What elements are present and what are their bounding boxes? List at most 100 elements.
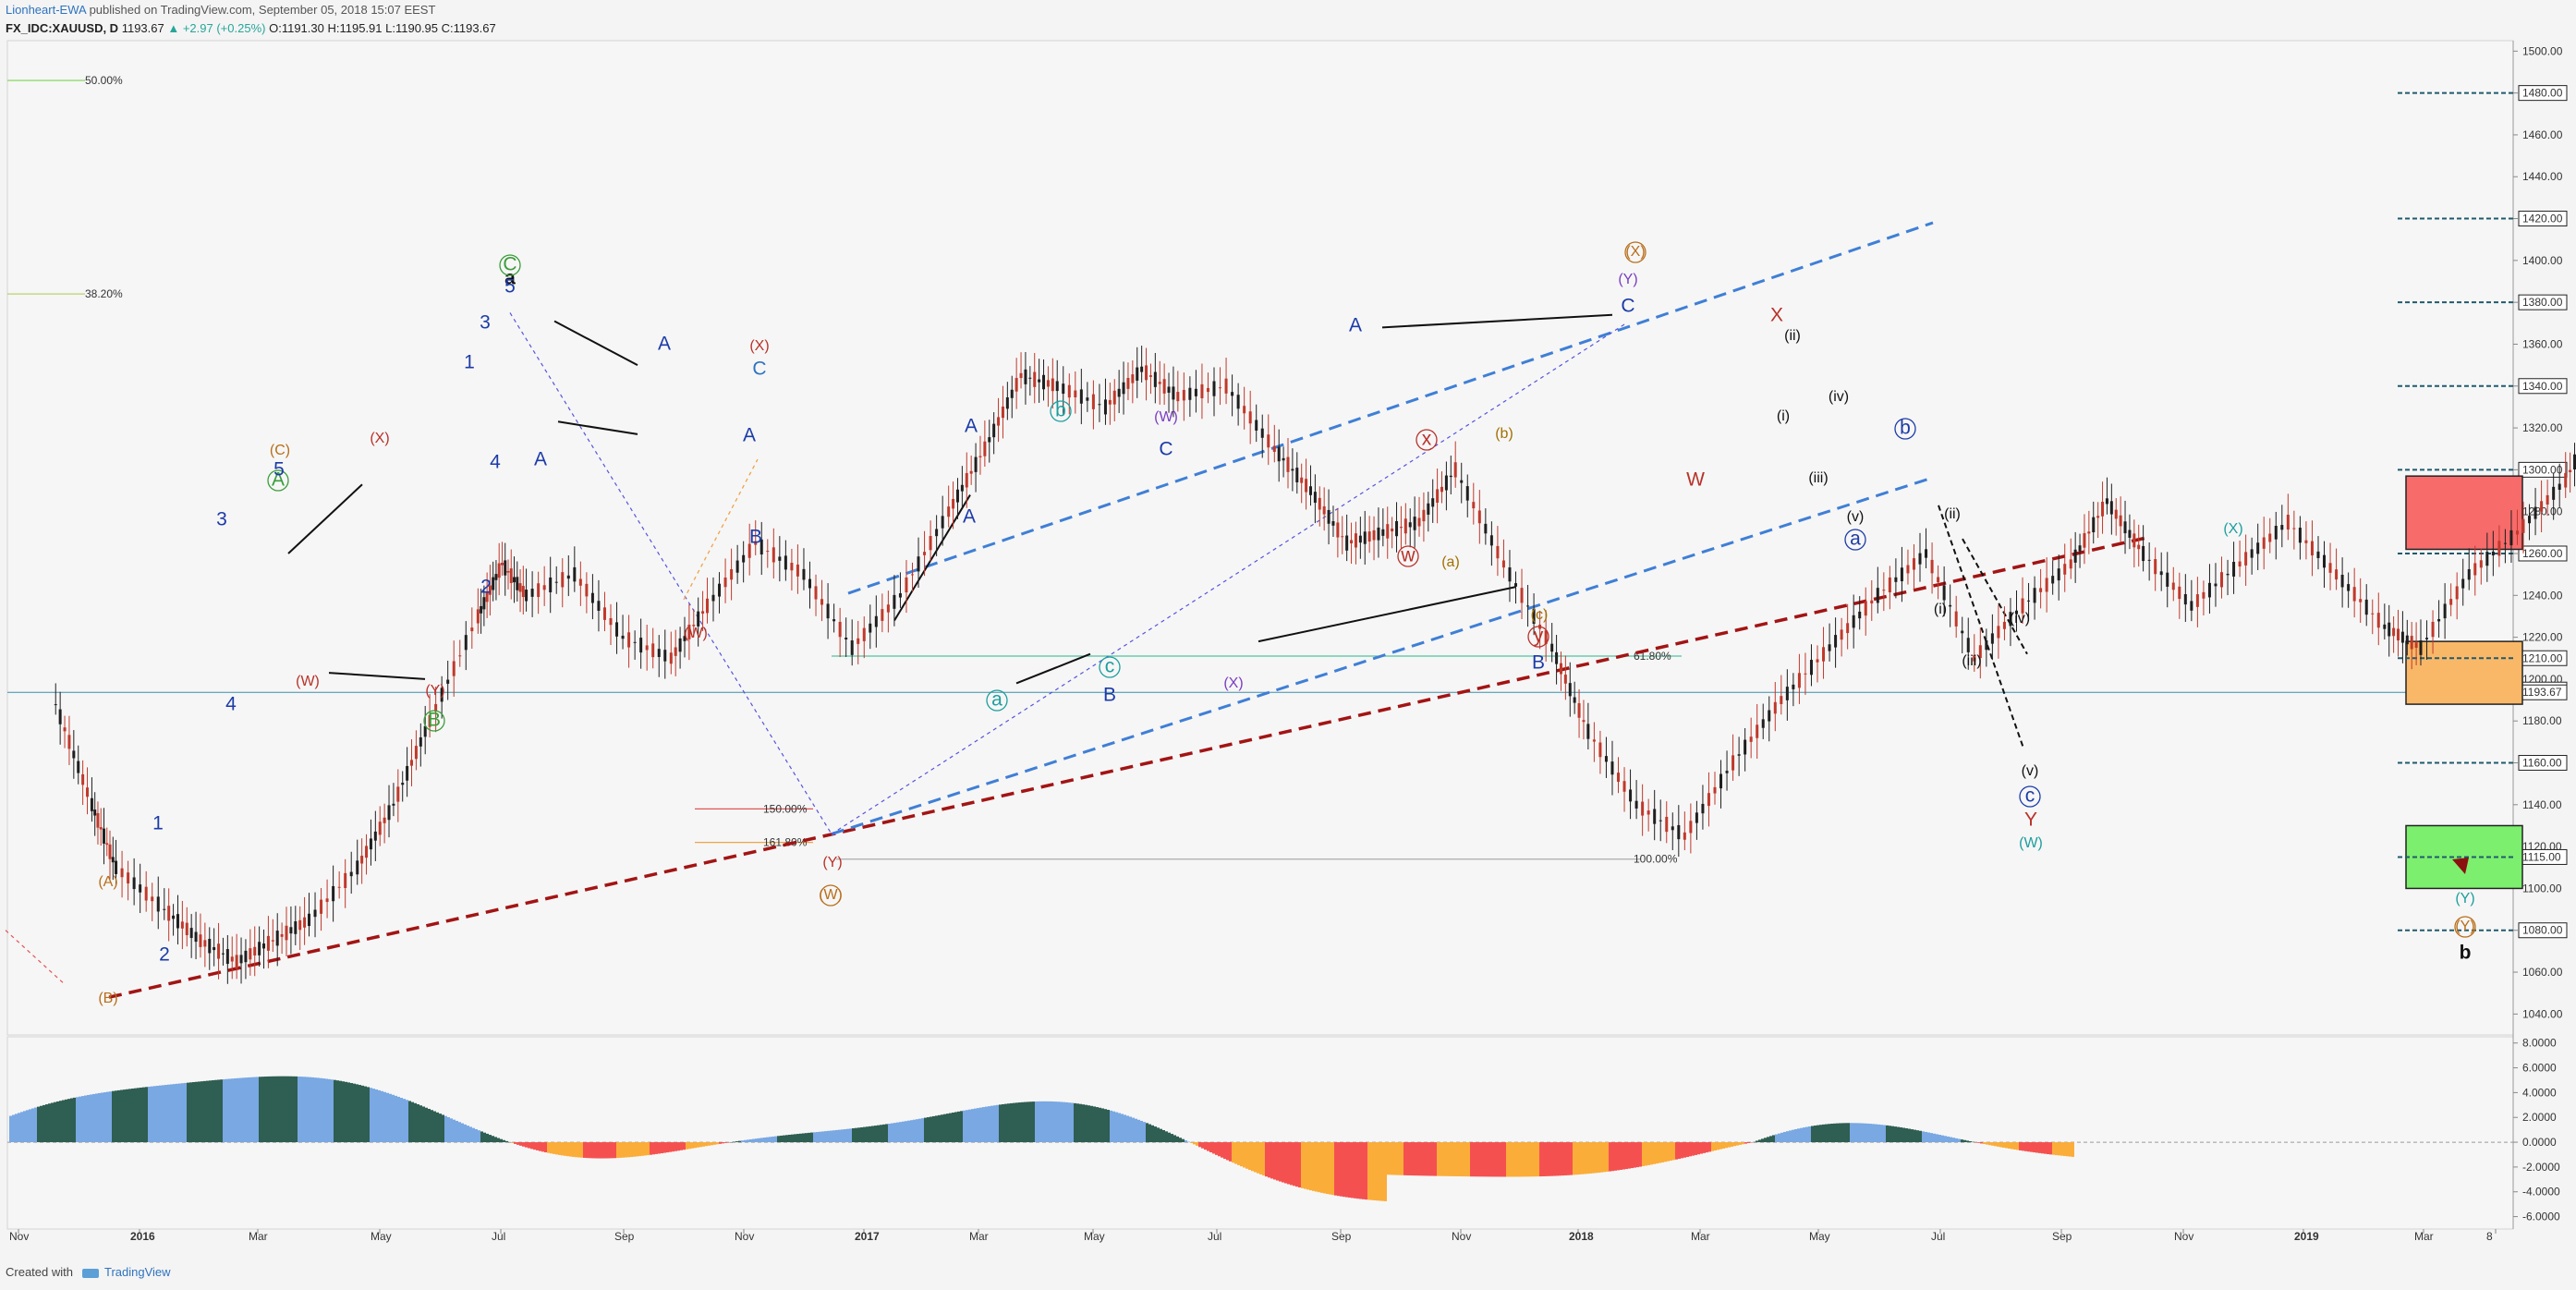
candle-body bbox=[1158, 382, 1161, 384]
candle-body bbox=[1224, 378, 1228, 394]
osc-bar bbox=[79, 1096, 81, 1143]
osc-bar bbox=[447, 1117, 450, 1143]
osc-bar bbox=[1695, 1142, 1697, 1155]
osc-bar bbox=[1869, 1124, 1872, 1143]
osc-bar bbox=[469, 1126, 472, 1143]
osc-bar bbox=[1647, 1142, 1650, 1165]
osc-bar bbox=[411, 1101, 414, 1143]
osc-bar bbox=[1744, 1142, 1747, 1144]
candle-body bbox=[1949, 604, 1952, 607]
candle-body bbox=[476, 609, 480, 624]
osc-bar bbox=[1035, 1101, 1038, 1143]
candle-body bbox=[2105, 498, 2108, 505]
candle-body bbox=[2268, 533, 2272, 542]
osc-bar bbox=[278, 1076, 281, 1143]
candle-body bbox=[663, 650, 667, 662]
osc-bar bbox=[325, 1078, 328, 1143]
osc-bar bbox=[1403, 1142, 1406, 1175]
candle-body bbox=[1395, 520, 1399, 537]
candle-body bbox=[1852, 615, 1855, 628]
osc-bar bbox=[328, 1078, 331, 1143]
osc-bar bbox=[907, 1120, 910, 1143]
osc-bar bbox=[1908, 1128, 1911, 1143]
osc-bar bbox=[444, 1115, 447, 1143]
osc-bar bbox=[605, 1142, 608, 1159]
candle-body bbox=[1108, 399, 1112, 405]
osc-bar bbox=[1789, 1130, 1792, 1143]
osc-bar bbox=[1074, 1102, 1076, 1143]
candle-body bbox=[1417, 517, 1421, 527]
candle-body bbox=[54, 704, 57, 706]
osc-bar bbox=[1448, 1142, 1451, 1176]
y-tick-label: 1260.00 bbox=[2522, 547, 2563, 560]
osc-bar bbox=[988, 1106, 990, 1143]
osc-bar bbox=[128, 1089, 131, 1143]
osc-bar bbox=[1367, 1142, 1370, 1200]
candle-body bbox=[271, 940, 274, 942]
tradingview-link[interactable]: TradingView bbox=[103, 1265, 171, 1279]
osc-bar bbox=[1071, 1102, 1074, 1143]
osc-bar bbox=[577, 1142, 580, 1158]
y-tick-label: 1100.00 bbox=[2522, 882, 2562, 894]
candle-body bbox=[1689, 821, 1693, 834]
osc-bar bbox=[1426, 1142, 1428, 1176]
osc-bar bbox=[159, 1085, 162, 1143]
osc-bar bbox=[1717, 1142, 1719, 1150]
wave-label-circle bbox=[1624, 241, 1646, 263]
candle-body bbox=[2509, 529, 2513, 546]
osc-bar bbox=[1911, 1129, 1914, 1143]
candle-body bbox=[1514, 583, 1517, 587]
wave-label: (C) bbox=[270, 443, 290, 458]
osc-bar bbox=[683, 1142, 686, 1150]
wave-label: 5 bbox=[504, 276, 516, 298]
osc-bar bbox=[2002, 1142, 2005, 1148]
candle-body bbox=[1413, 517, 1416, 530]
osc-bar bbox=[600, 1142, 602, 1159]
osc-bar bbox=[1046, 1101, 1049, 1143]
osc-bar bbox=[561, 1142, 564, 1156]
candle-body bbox=[2096, 516, 2100, 518]
candle-body bbox=[978, 456, 982, 457]
osc-bar bbox=[1628, 1142, 1631, 1169]
osc-bar bbox=[586, 1142, 589, 1159]
osc-bar bbox=[1933, 1133, 1936, 1143]
candle-body bbox=[2376, 613, 2380, 628]
osc-bar bbox=[1237, 1142, 1240, 1165]
osc-bar bbox=[1337, 1142, 1340, 1197]
candle-body bbox=[2195, 594, 2199, 607]
candle-body bbox=[2392, 627, 2396, 637]
osc-bar bbox=[1728, 1142, 1731, 1148]
osc-bar bbox=[1537, 1142, 1539, 1177]
osc-bar bbox=[253, 1077, 256, 1143]
candle-body bbox=[90, 797, 93, 811]
symbol-name[interactable]: FX_IDC:XAUUSD, D bbox=[6, 21, 119, 35]
candle-body bbox=[2101, 501, 2105, 517]
osc-bar bbox=[1733, 1142, 1736, 1147]
osc-bar bbox=[1002, 1103, 1004, 1143]
candle-body bbox=[929, 536, 932, 551]
candle-body bbox=[2142, 545, 2145, 562]
osc-bar bbox=[472, 1127, 475, 1143]
candle-body bbox=[2002, 621, 2006, 629]
x-tick-label: May bbox=[1084, 1230, 1105, 1243]
candle-body bbox=[1322, 505, 1326, 515]
candle-body bbox=[1725, 771, 1729, 773]
osc-bar bbox=[1828, 1124, 1830, 1143]
osc-bar bbox=[597, 1142, 600, 1159]
osc-bar bbox=[1661, 1142, 1664, 1162]
osc-bar bbox=[827, 1130, 830, 1143]
candle-body bbox=[2552, 486, 2556, 500]
candle-body bbox=[2109, 501, 2113, 515]
candle-body bbox=[1440, 486, 1444, 493]
osc-bar bbox=[1889, 1126, 1891, 1143]
wedge-line bbox=[328, 672, 426, 680]
osc-bar bbox=[1578, 1142, 1581, 1174]
osc-bar bbox=[877, 1125, 880, 1143]
candle-body bbox=[1300, 477, 1304, 483]
wave-label: b bbox=[1055, 400, 1066, 421]
candle-body bbox=[1780, 696, 1783, 704]
candle-body bbox=[1122, 382, 1125, 395]
osc-bar bbox=[1082, 1104, 1085, 1143]
author-name[interactable]: Lionheart-EWA published on TradingView.c… bbox=[6, 3, 436, 17]
